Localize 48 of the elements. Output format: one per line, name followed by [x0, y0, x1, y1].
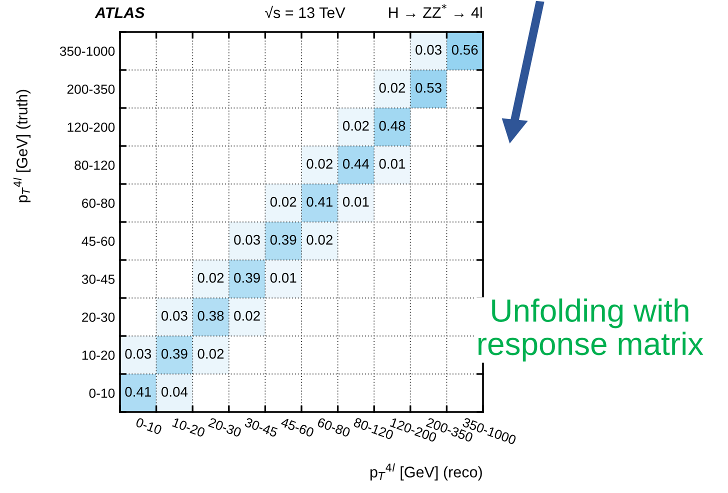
data-label: 0.02 [379, 82, 406, 93]
data-label: 0.02 [306, 158, 332, 169]
x-tick-label: 30-45 [244, 417, 278, 438]
data-label: 0.02 [198, 348, 224, 359]
data-label: 0.39 [234, 272, 260, 283]
y-tick-label: 45-60 [82, 236, 115, 246]
data-label: 0.39 [161, 348, 188, 359]
y-tick-label: 0-10 [89, 388, 115, 398]
data-label: 0.03 [234, 234, 260, 245]
data-label: 0.02 [198, 272, 224, 283]
text: ATLAS [94, 7, 145, 18]
y-tick-label: 60-80 [82, 198, 115, 208]
y-tick-label: 350-1000 [60, 46, 115, 56]
text: √s = 13 TeV [265, 6, 346, 18]
data-label: 0.04 [161, 386, 188, 397]
data-label: 0.02 [234, 310, 260, 321]
data-label: 0.03 [125, 348, 152, 359]
data-label: 0.38 [198, 310, 224, 321]
data-label: 0.39 [270, 234, 296, 245]
data-label: 0.03 [161, 310, 188, 321]
y-tick-label: 30-45 [82, 274, 115, 284]
data-label: 0.03 [416, 44, 442, 55]
data-label: 0.41 [125, 386, 151, 397]
data-label: 0.02 [306, 234, 332, 245]
y-tick-label: 120-200 [68, 122, 115, 132]
y-tick-label: 200-350 [67, 84, 115, 94]
annotation: Unfolding with response matrix [478, 298, 704, 362]
data-label: 0.56 [452, 44, 478, 55]
data-label: 0.01 [270, 272, 296, 283]
text: H → ZZ$^{*}$ → 4l [389, 4, 482, 18]
x-axis-title: p$_{T}$$^{4l}$ [GeV] (reco) [370, 463, 482, 481]
y-tick-label: 10-20 [82, 350, 115, 360]
data-label: 0.44 [342, 158, 370, 169]
data-label: 0.02 [270, 196, 296, 207]
y-tick-label: 80-120 [74, 160, 115, 170]
data-label: 0.53 [416, 82, 442, 93]
y-tick-label: 20-30 [82, 312, 115, 322]
data-label: 0.41 [306, 196, 332, 207]
x-tick-label: 10-20 [172, 418, 206, 438]
x-tick-label: 0-10 [135, 417, 162, 435]
x-tick-label: 60-80 [316, 417, 351, 438]
data-label: 0.01 [342, 196, 369, 207]
x-tick-label: 20-30 [208, 417, 242, 438]
x-tick-label: 45-60 [280, 417, 314, 438]
data-label: 0.02 [342, 120, 369, 131]
data-label: 0.48 [379, 120, 406, 131]
y-axis-title: p$_{T}$$^{4l}$ [GeV] (truth) [13, 90, 31, 202]
data-label: 0.01 [379, 158, 406, 169]
